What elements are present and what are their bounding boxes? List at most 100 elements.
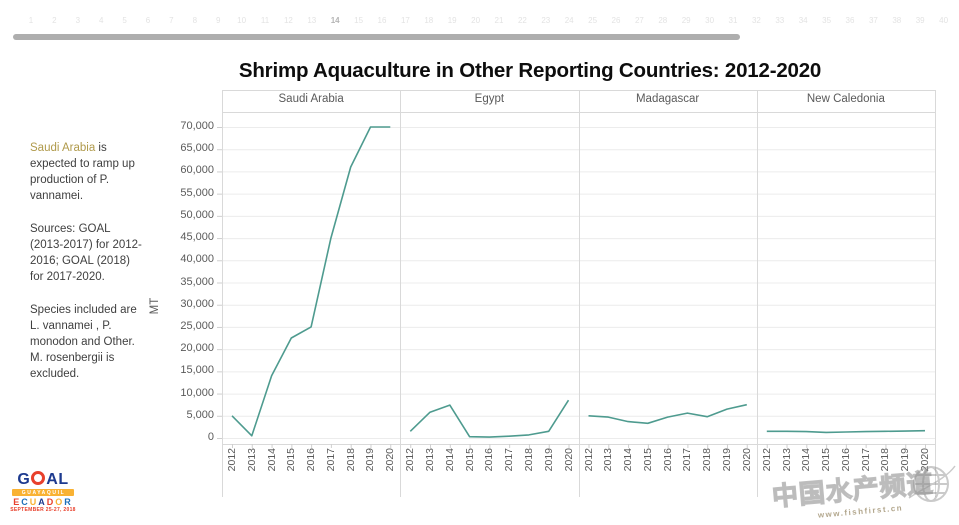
slide-number: 22 [517,16,527,25]
slide-number: 4 [98,16,104,25]
shrimp-ring-icon [31,471,46,485]
slide-number: 5 [122,16,127,25]
slide-number: 6 [145,16,151,25]
panel-header-label: Madagascar [635,93,700,105]
slide-number: 33 [775,16,785,25]
panel-header-label: Saudi Arabia [278,93,344,105]
x-tick-label: 2018 [522,448,535,472]
y-tick-label: 25,000 [180,319,214,332]
slide-number: 16 [377,16,387,25]
slide-number: 30 [705,16,715,25]
slide-number: 24 [564,16,574,25]
slide-number: 34 [798,16,808,25]
slide-number: 26 [611,16,621,25]
x-tick-label: 2020 [384,448,397,472]
y-tick-label: 70,000 [180,120,214,132]
ecuador-letter: A [38,497,47,507]
y-tick-label: 10,000 [180,386,214,399]
x-tick-label: 2014 [443,448,456,472]
y-tick-label: 50,000 [180,208,214,221]
slide-number: 15 [354,16,364,25]
ecuador-letter: C [21,497,30,507]
y-tick-label: 45,000 [180,231,214,244]
slide-number: 8 [192,16,198,25]
panel-header-label: Egypt [474,93,505,105]
x-tick-label: 2016 [305,448,318,472]
x-tick-label: 2013 [245,448,258,472]
x-tick-label: 2014 [622,448,635,472]
slide-number: 29 [681,16,691,25]
slide-number: 36 [845,16,855,25]
x-tick-label: 2017 [324,448,337,472]
guayaquil-banner: GUAYAQUIL [12,489,74,496]
slide-number: 37 [868,16,878,25]
note-rest: is expected to ramp up production of P. … [30,142,135,202]
slide-number: 11 [260,16,270,25]
x-tick-label: 2013 [424,448,437,472]
slide-number: 7 [169,16,174,25]
goal-wordmark: G AL [10,471,76,488]
chart-title: Shrimp Aquaculture in Other Reporting Co… [238,59,822,82]
y-tick-label: 35,000 [180,275,214,288]
goal-letter-g: G [17,471,31,488]
ecuador-letter: U [29,497,39,507]
x-tick-label: 2015 [285,448,298,472]
y-tick-label: 40,000 [180,253,214,266]
x-tick-label: 2016 [483,448,496,472]
note-paragraph: Saudi Arabia is expected to ramp up prod… [30,140,144,204]
filmstrip-scrollbar-thumb[interactable] [13,34,740,40]
globe-icon [908,465,956,502]
slide-number: 28 [658,16,668,25]
x-tick-label: 2020 [740,448,753,472]
slide-number: 40 [939,16,949,25]
slide-number: 35 [822,16,832,25]
species-paragraph: Species included are L. vannamei , P. mo… [30,304,137,380]
y-tick-label: 15,000 [180,364,214,377]
slide-number: 19 [447,16,457,25]
x-tick-label: 2015 [463,448,476,472]
ecuador-letter: R [64,497,73,507]
ecuador-letter: D [46,497,56,507]
goal-letter-l: L [58,471,69,488]
x-tick-label: 2013 [602,448,615,472]
slide-number: 27 [634,16,644,25]
slide-number: 39 [915,16,925,25]
ecuador-wordmark: ECUADOR [10,497,76,507]
goal-conference-logo: G AL GUAYAQUIL ECUADOR SEPTEMBER 25-27, 2… [10,471,76,514]
x-tick-label: 2016 [661,448,674,472]
note-highlight: Saudi Arabia [30,142,96,154]
slide-number: 14 [330,16,340,25]
x-tick-label: 2017 [681,448,694,472]
slide-number: 31 [728,16,738,25]
y-tick-label: 0 [207,431,214,443]
panel-header-label: New Caledonia [806,93,885,105]
y-tick-label: 65,000 [180,142,214,155]
site-watermark: 中国水产频道 www.fishfirst.cn [770,459,959,523]
y-tick-label: 55,000 [180,186,214,199]
slide-number: 3 [75,16,81,25]
slide-number: 10 [237,16,247,25]
x-tick-label: 2017 [503,448,516,472]
slide-number: 17 [400,16,410,25]
slide-number: 9 [215,16,221,25]
x-tick-label: 2014 [265,448,278,472]
y-axis-title: MT [149,297,161,315]
conference-dates: SEPTEMBER 25-27, 2018 [10,507,76,513]
slide-number: 20 [471,16,481,25]
ecuador-letter: O [55,497,65,507]
slide-number: 1 [28,16,34,25]
slide-number: 23 [541,16,551,25]
x-tick-label: 2012 [226,448,238,472]
x-tick-label: 2012 [582,448,595,472]
x-tick-label: 2019 [542,448,555,472]
x-tick-label: 2019 [364,448,377,472]
slide-number: 18 [424,16,434,25]
y-tick-label: 30,000 [180,297,214,310]
y-tick-label: 5,000 [186,408,214,421]
x-tick-label: 2015 [641,448,654,472]
slide-number: 2 [52,16,57,25]
slide-number: 38 [892,16,902,25]
ecuador-letter: E [13,497,22,507]
x-tick-label: 2018 [701,448,714,472]
sources-paragraph: Sources: GOAL (2013-2017) for 2012-2016;… [30,223,142,283]
